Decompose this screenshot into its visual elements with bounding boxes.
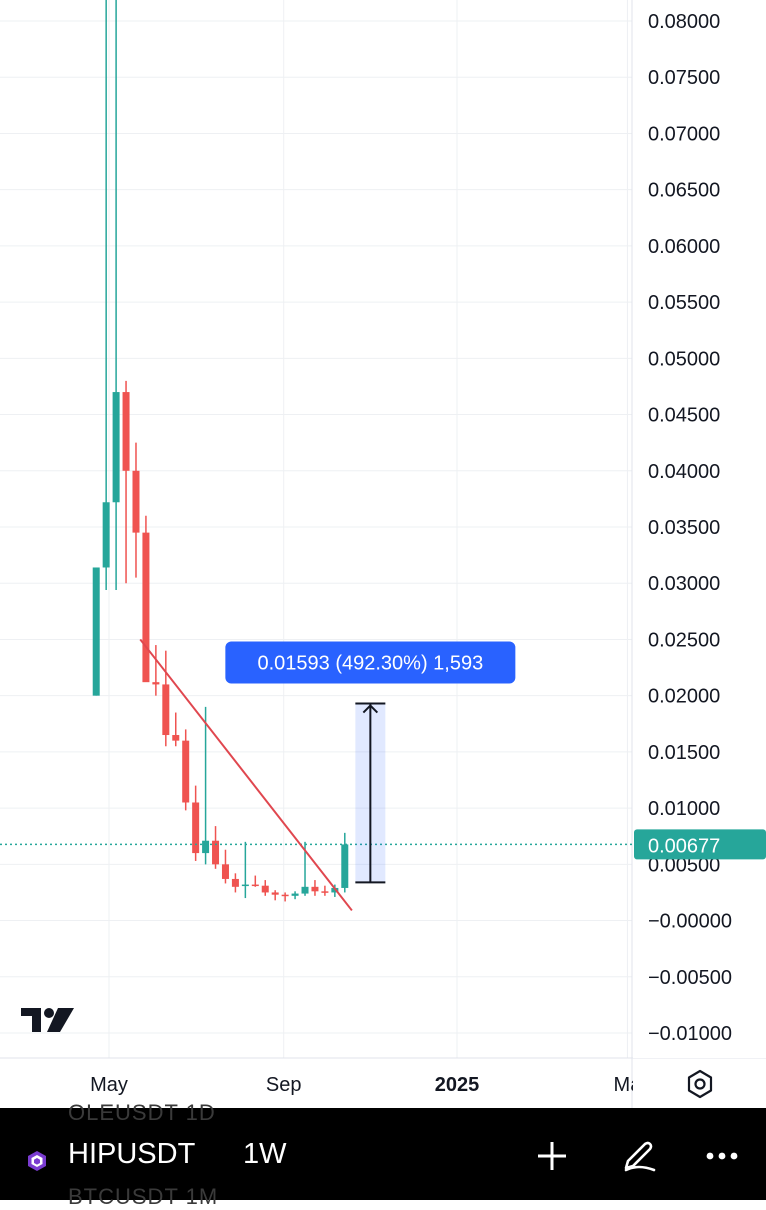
price-tick-label: 0.08000 [648,11,720,33]
candle-body [281,894,289,897]
candle [192,785,200,861]
time-tick-label: May [90,1074,128,1096]
candle [271,890,279,901]
candle [162,650,170,747]
price-tick-label: 0.02500 [648,629,720,651]
price-axis-bg [633,0,766,1058]
tradingview-logo[interactable] [21,1008,74,1032]
last-price-tag: 0.00677 [634,829,766,860]
candle-body [341,844,349,888]
candle-body [162,684,170,736]
ghost-symbol-below: BTCUSDT 1M [68,1184,219,1209]
grid [0,0,766,1108]
candle [311,880,319,896]
price-tick-label: 0.03000 [648,573,720,595]
candle-body [202,840,210,854]
candle [102,0,110,590]
chart[interactable]: 0.01593 (492.30%) 1,593 0.080000.075000.… [0,0,766,1108]
pen-icon[interactable] [616,1134,660,1178]
candle [281,892,289,902]
candle-body [261,885,269,893]
price-tick-label: 0.06500 [648,180,720,202]
candle-body [112,392,120,503]
candle [122,380,130,584]
candle [231,873,239,893]
last-price-value: 0.00677 [648,835,720,857]
candle [251,875,259,887]
candle-body [182,740,190,803]
measure-label-box [225,641,516,684]
candle [152,645,160,696]
price-tick-label: 0.04500 [648,405,720,427]
price-tick-label: 0.01000 [648,798,720,820]
candle-body [102,502,110,568]
interval-selector[interactable]: 1W [243,1138,287,1170]
candle-body [152,682,160,685]
candle [291,891,299,900]
price-tick-label: 0.07000 [648,123,720,145]
price-tick-label: 0.02000 [648,686,720,708]
price-tick-label: 0.06000 [648,236,720,258]
price-tick-label: −0.01000 [648,1023,732,1045]
candle-body [132,470,140,533]
candle-body [212,840,220,865]
ghost-symbol-above: OLEUSDT 1D [68,1100,216,1125]
bottom-toolbar: OLEUSDT 1D BTCUSDT 1M HIPUSDT 1W [0,1100,766,1209]
candle-body [271,892,279,895]
symbol-logo-icon [28,1151,46,1171]
trendline[interactable] [139,638,353,912]
price-tick-label: 0.07500 [648,67,720,89]
price-tick-label: −0.00000 [648,911,732,933]
candle [92,567,100,696]
candle-body [251,884,259,887]
candle [172,712,180,747]
candle [132,442,140,578]
candle-body [301,886,309,894]
candle-body [122,392,130,471]
candle-body [231,878,239,887]
price-tick-label: 0.05000 [648,348,720,370]
candle-body [142,532,150,683]
candle-body [291,893,299,896]
candle-body [311,886,319,892]
last-price-tag-bg [634,829,766,860]
candles [92,0,349,902]
candle-body [92,567,100,696]
candle-body [321,891,329,893]
candle-body [192,802,200,854]
candle [261,880,269,896]
price-tick-label: −0.00500 [648,967,732,989]
measure-arrow-head [362,704,379,714]
candle [182,729,190,811]
measure-label: 0.01593 (492.30%) 1,593 [257,653,483,675]
axis-corner [633,1059,766,1108]
candle-body [221,864,229,879]
time-axis[interactable]: May Sep 2025 Ma [90,1059,766,1108]
price-tick-label: 0.00500 [648,854,720,876]
candle [212,826,220,869]
candle [221,849,229,884]
candle [341,832,349,893]
time-tick-label: Sep [266,1074,302,1096]
candle-body [241,884,249,887]
candle [241,841,249,899]
axis-settings-icon[interactable] [684,1068,716,1100]
measure-tool[interactable]: 0.01593 (492.30%) 1,593 [225,641,516,884]
candle [321,885,329,896]
candle-body [172,735,180,741]
price-tick-label: 0.05500 [648,292,720,314]
ellipsis-icon[interactable] [700,1134,744,1178]
candle [202,706,210,865]
candle [112,0,120,590]
time-tick-label: 2025 [435,1074,480,1096]
plus-icon[interactable] [530,1134,574,1178]
candle [142,515,150,683]
price-axis[interactable]: 0.08000 0.07500 0.07000 0.06500 0.06000 0.055… [633,0,766,1058]
price-tick-label: 0.03500 [648,517,720,539]
price-tick-label: 0.04000 [648,461,720,483]
price-tick-label: 0.01500 [648,742,720,764]
symbol-name[interactable]: HIPUSDT [68,1138,196,1170]
